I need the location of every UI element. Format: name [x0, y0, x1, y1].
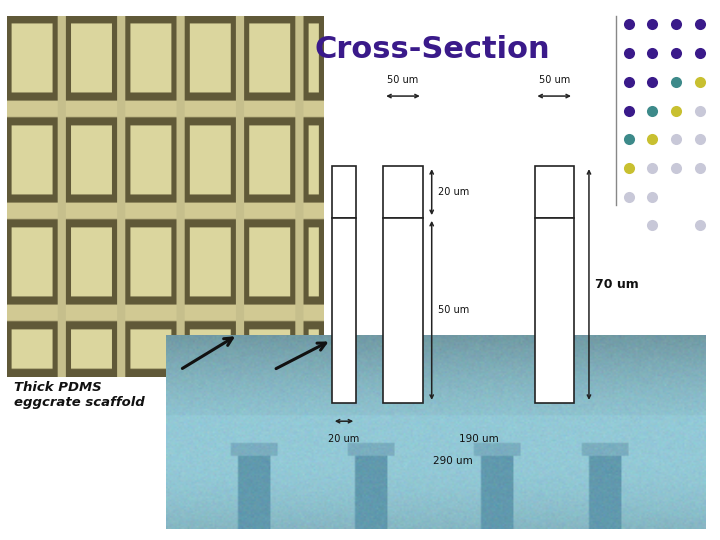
- Text: 190 um: 190 um: [459, 434, 498, 444]
- Bar: [534, 218, 574, 403]
- Text: 290 um: 290 um: [433, 456, 473, 467]
- Text: 50 um: 50 um: [539, 75, 570, 85]
- Text: 50 um: 50 um: [387, 75, 418, 85]
- Text: Thick PDMS
eggcrate scaffold: Thick PDMS eggcrate scaffold: [14, 381, 145, 409]
- Text: 20 um: 20 um: [328, 434, 360, 444]
- Text: 50 um: 50 um: [438, 305, 469, 315]
- Text: 70 um: 70 um: [595, 278, 639, 291]
- Bar: [534, 166, 574, 218]
- Bar: [383, 218, 423, 403]
- Text: 20 um: 20 um: [438, 187, 469, 197]
- Bar: [332, 218, 356, 403]
- Bar: [383, 166, 423, 218]
- Bar: [332, 166, 356, 218]
- Text: Cross-Section: Cross-Section: [314, 35, 550, 64]
